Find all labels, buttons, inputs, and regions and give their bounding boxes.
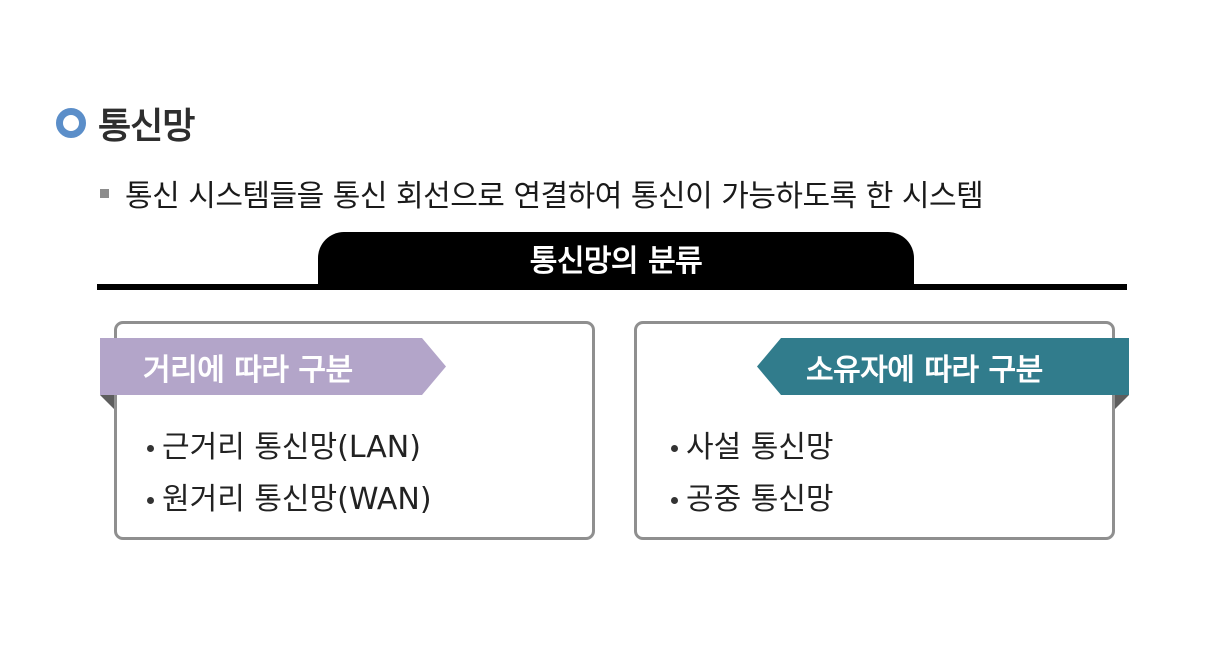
classification-header-tab: 통신망의 분류 [318,232,914,288]
distance-list: 근거리 통신망(LAN) 원거리 통신망(WAN) [147,422,432,526]
owner-list: 사설 통신망 공중 통신망 [671,422,834,526]
list-item-label: 원거리 통신망(WAN) [162,482,432,517]
list-item: 사설 통신망 [671,422,834,474]
list-item-label: 공중 통신망 [686,482,834,517]
right-ribbon-fold [1115,395,1129,409]
owner-ribbon-label: 소유자에 따라 구분 [806,352,1043,388]
left-ribbon-fold [100,395,114,409]
bullet-dot-icon [147,444,154,452]
title-row: 통신망 [56,98,195,148]
list-item: 근거리 통신망(LAN) [147,422,432,474]
distance-ribbon-label: 거리에 따라 구분 [143,352,353,388]
ring-bullet-icon [56,108,86,138]
bullet-dot-icon [147,496,154,504]
owner-ribbon [757,338,1129,395]
square-bullet-icon [100,188,109,198]
list-item: 공중 통신망 [671,474,834,526]
classification-divider [97,284,1127,290]
page-title: 통신망 [98,106,195,147]
bullet-dot-icon [671,496,678,504]
description-text: 통신 시스템들을 통신 회선으로 연결하여 통신이 가능하도록 한 시스템 [125,179,984,214]
distance-ribbon [100,338,446,395]
list-item-label: 근거리 통신망(LAN) [162,430,421,465]
classification-header: 통신망의 분류 [529,244,703,279]
list-item-label: 사설 통신망 [686,430,834,465]
bullet-dot-icon [671,444,678,452]
list-item: 원거리 통신망(WAN) [147,474,432,526]
description-row: 통신 시스템들을 통신 회선으로 연결하여 통신이 가능하도록 한 시스템 [100,170,984,216]
